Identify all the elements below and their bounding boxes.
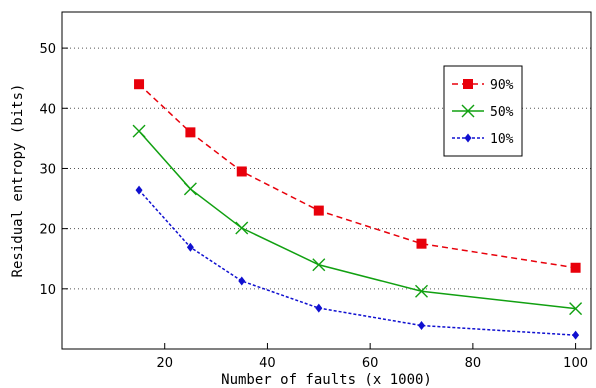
data-point-10pct [418,321,426,331]
x-stroke [569,302,583,316]
y-tick-label: 50 [39,42,56,57]
data-point-50pct [312,258,326,272]
legend-label: 50% [490,105,514,120]
x-stroke [312,258,326,272]
series-line-90pct [138,83,576,269]
data-point-90pct [313,205,324,216]
data-point-50pct [415,284,429,298]
axis-ticks: 10 20 30 40 50 20 40 60 80 100 [39,42,588,371]
data-point-90pct [185,127,196,138]
data-point-90pct [570,262,581,273]
data-point-90pct [416,238,427,249]
data-point-10pct [135,185,143,195]
data-point-50pct [132,124,146,138]
y-tick-label: 10 [39,283,56,298]
series-50pct [132,124,583,316]
data-point-10pct [238,276,246,286]
x-tick-label: 80 [465,356,482,371]
series-90pct [134,79,581,273]
x-axis-title: Number of faults (x 1000) [221,372,432,388]
legend-item-50pct: 50% [452,104,514,120]
x-tick-label: 60 [362,356,379,371]
y-tick-label: 30 [39,162,56,177]
y-axis-title: Residual entropy (bits) [10,84,26,278]
x-stroke [132,124,146,138]
x-stroke [235,221,249,235]
series-line-10pct [138,189,576,336]
data-point-50pct [569,302,583,316]
data-point-90pct [236,166,247,177]
x-stroke [415,284,429,298]
legend-label: 10% [490,132,514,147]
y-tick-label: 20 [39,223,56,238]
data-point-10pct [572,330,580,340]
x-tick-label: 20 [156,356,173,371]
data-point-50pct [183,182,197,196]
x-stroke [461,104,475,118]
x-tick-label: 100 [563,356,588,371]
legend: 90% 50% 10% [443,65,523,157]
legend-swatch-marker [461,104,475,118]
data-point-10pct [186,242,194,252]
legend-swatch-marker [463,79,473,89]
x-tick-label: 40 [259,356,276,371]
legend-swatch-marker [464,133,472,143]
legend-item-90pct: 90% [452,78,514,93]
x-stroke [183,182,197,196]
data-point-10pct [315,303,323,313]
plot-frame [61,11,592,350]
legend-label: 90% [490,78,514,93]
data-point-90pct [134,79,145,90]
series-10pct [135,185,580,340]
y-tick-label: 40 [39,102,56,117]
series-line-50pct [138,130,576,310]
legend-item-10pct: 10% [452,132,514,147]
series-group [132,79,583,340]
data-point-50pct [235,221,249,235]
